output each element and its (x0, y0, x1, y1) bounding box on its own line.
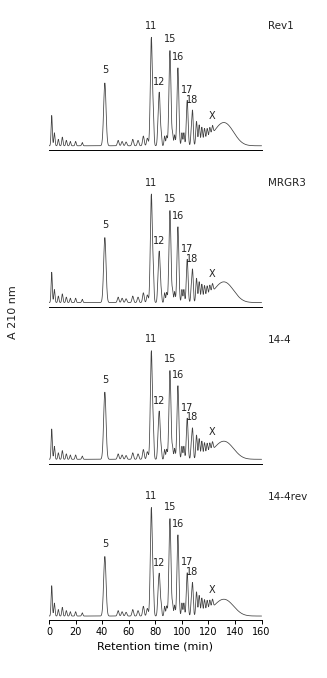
Text: 18: 18 (186, 254, 198, 264)
Text: 15: 15 (164, 194, 176, 204)
Text: 5: 5 (102, 539, 108, 549)
Text: 17: 17 (181, 403, 193, 413)
Text: 18: 18 (186, 412, 198, 422)
Text: 11: 11 (145, 491, 158, 501)
Text: 18: 18 (186, 95, 198, 104)
Text: Rev1: Rev1 (268, 22, 294, 31)
Text: 12: 12 (153, 236, 165, 245)
Text: 11: 11 (145, 178, 158, 188)
Text: 16: 16 (172, 370, 184, 380)
Text: A 210 nm: A 210 nm (8, 285, 18, 339)
Text: 16: 16 (172, 519, 184, 530)
Text: 15: 15 (164, 354, 176, 364)
Text: 15: 15 (164, 502, 176, 512)
Text: 16: 16 (172, 52, 184, 62)
Text: 12: 12 (153, 558, 165, 568)
Text: 14-4rev: 14-4rev (268, 492, 308, 502)
Text: X: X (209, 269, 216, 279)
Text: 17: 17 (181, 557, 193, 567)
Text: 12: 12 (153, 396, 165, 405)
Text: 5: 5 (102, 220, 108, 230)
Text: X: X (209, 111, 216, 121)
Text: 5: 5 (102, 374, 108, 384)
Text: 5: 5 (102, 65, 108, 75)
Text: 14-4: 14-4 (268, 335, 292, 345)
Text: 15: 15 (164, 34, 176, 44)
Text: 11: 11 (145, 334, 158, 344)
Text: 17: 17 (181, 85, 193, 95)
Text: 12: 12 (153, 77, 165, 87)
Text: 11: 11 (145, 21, 158, 31)
Text: X: X (209, 427, 216, 437)
Text: MRGR3: MRGR3 (268, 178, 306, 188)
Text: X: X (209, 585, 216, 595)
Text: 17: 17 (181, 244, 193, 254)
Text: 16: 16 (172, 212, 184, 221)
Text: 18: 18 (186, 567, 198, 577)
X-axis label: Retention time (min): Retention time (min) (97, 641, 213, 652)
